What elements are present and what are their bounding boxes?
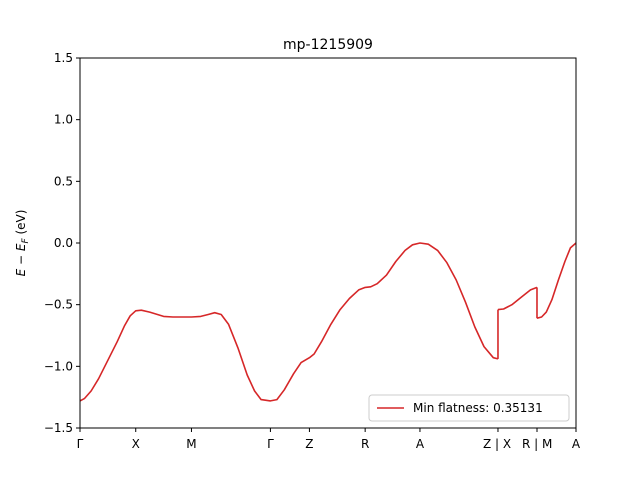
- band-line: [497, 286, 538, 311]
- legend-label: Min flatness: 0.35131: [413, 401, 543, 415]
- y-tick-label: −0.5: [44, 298, 73, 312]
- y-tick-label: 1.0: [54, 113, 73, 127]
- y-tick-label: 0.5: [54, 174, 73, 188]
- x-tick-label: R: [361, 437, 369, 451]
- x-axis-ticks: Γ X M Γ Z R A Z | X R | M A: [77, 428, 581, 451]
- y-tick-label: 0.0: [54, 236, 73, 250]
- x-tick-label: Z | X: [483, 437, 511, 451]
- x-tick-label: R | M: [522, 437, 552, 451]
- y-tick-label: −1.5: [44, 421, 73, 435]
- y-tick-label: −1.0: [44, 359, 73, 373]
- series-layer: [79, 242, 577, 402]
- y-axis-label: E − EF (eV): [14, 210, 31, 277]
- x-tick-label: Γ: [77, 437, 84, 451]
- x-tick-label: A: [572, 437, 581, 451]
- legend-box: [368, 394, 570, 422]
- y-tick-label: 1.5: [54, 51, 73, 65]
- x-tick-label: M: [186, 437, 196, 451]
- chart-title: mp-1215909: [283, 37, 373, 53]
- x-tick-label: Z: [305, 437, 313, 451]
- band-line: [536, 242, 577, 319]
- y-axis-ticks: −1.5 −1.0 −0.5 0.0 0.5 1.0 1.5: [44, 51, 80, 435]
- x-tick-label: X: [132, 437, 140, 451]
- legend: Min flatness: 0.35131: [368, 394, 570, 422]
- x-tick-label: A: [416, 437, 425, 451]
- plot-frame: [79, 57, 577, 429]
- x-tick-label: Γ: [267, 437, 274, 451]
- band-line: [79, 242, 499, 402]
